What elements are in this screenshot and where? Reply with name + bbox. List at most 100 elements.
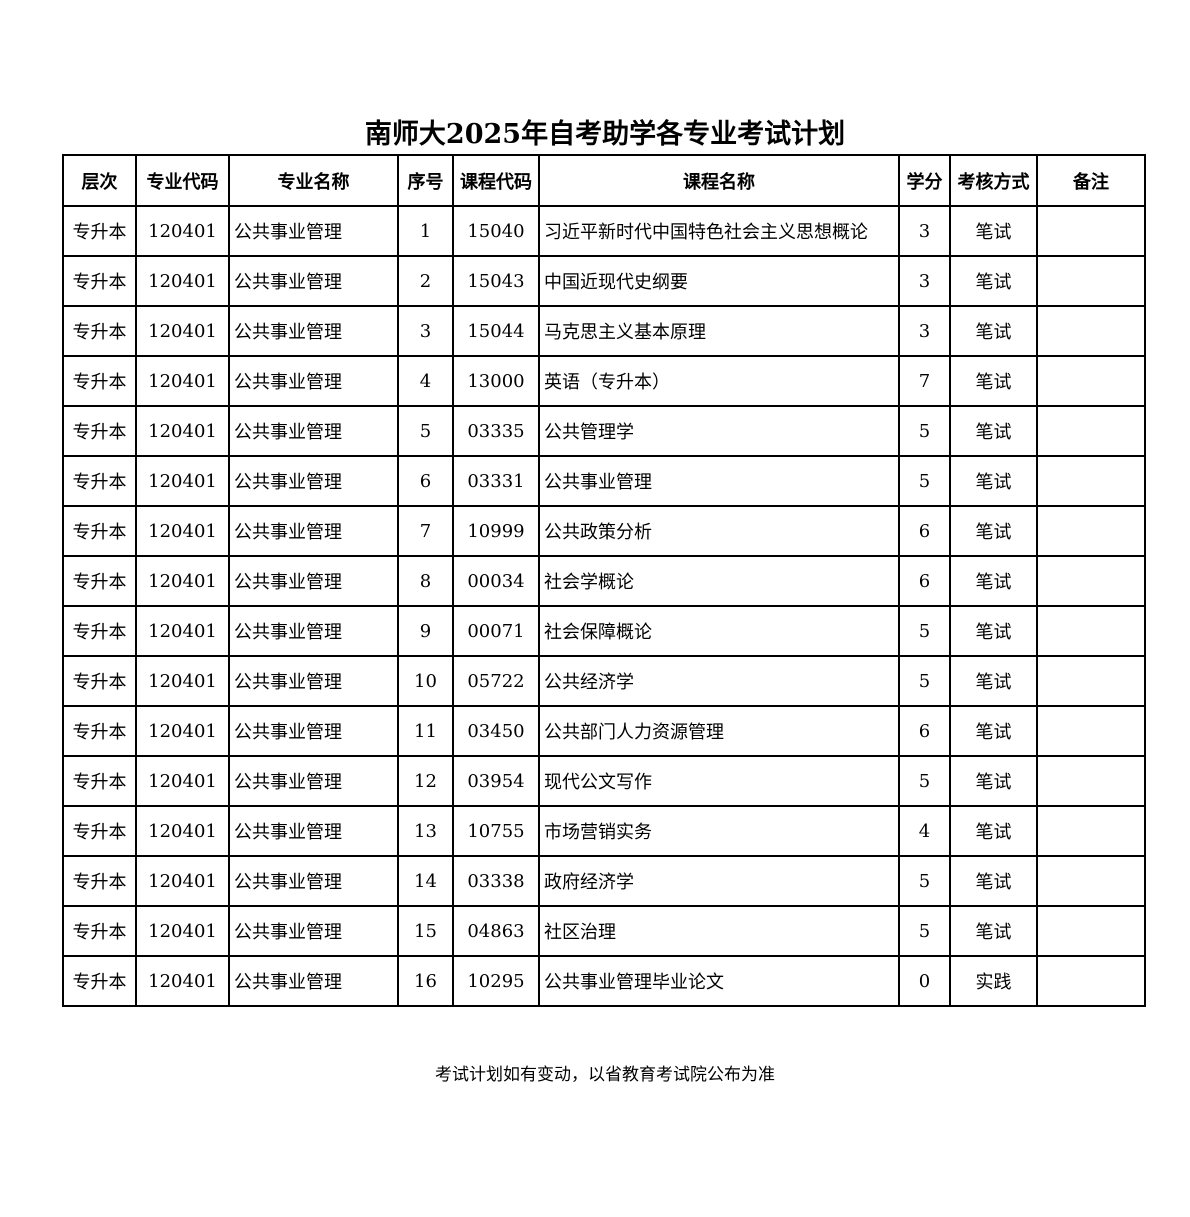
table-row: 专升本 120401 公共事业管理 6 03331 公共事业管理 5 笔试 [62, 455, 1146, 507]
cell-course-name: 马克思主义基本原理 [538, 305, 900, 357]
cell-level: 专升本 [62, 955, 137, 1007]
table-row: 专升本 120401 公共事业管理 16 10295 公共事业管理毕业论文 0 实践 [62, 955, 1146, 1007]
cell-course-name: 社会保障概论 [538, 605, 900, 657]
cell-exam-method: 笔试 [949, 505, 1038, 557]
cell-major-name: 公共事业管理 [228, 555, 399, 607]
cell-level: 专升本 [62, 705, 137, 757]
column-header-level: 层次 [62, 154, 137, 207]
cell-major-code: 120401 [135, 555, 230, 607]
cell-seq: 8 [397, 555, 454, 607]
cell-credits: 3 [898, 255, 951, 307]
cell-remarks [1036, 855, 1146, 907]
header-row: 层次 专业代码 专业名称 序号 课程代码 课程名称 学分 考核方式 备注 [62, 154, 1146, 207]
cell-remarks [1036, 755, 1146, 807]
cell-level: 专升本 [62, 255, 137, 307]
cell-course-code: 03331 [452, 455, 540, 507]
cell-major-name: 公共事业管理 [228, 605, 399, 657]
cell-major-name: 公共事业管理 [228, 405, 399, 457]
table-row: 专升本 120401 公共事业管理 7 10999 公共政策分析 6 笔试 [62, 505, 1146, 557]
cell-seq: 9 [397, 605, 454, 657]
cell-exam-method: 笔试 [949, 905, 1038, 957]
cell-exam-method: 笔试 [949, 855, 1038, 907]
cell-credits: 5 [898, 755, 951, 807]
cell-level: 专升本 [62, 905, 137, 957]
cell-seq: 16 [397, 955, 454, 1007]
cell-seq: 14 [397, 855, 454, 907]
cell-seq: 3 [397, 305, 454, 357]
cell-level: 专升本 [62, 305, 137, 357]
cell-major-name: 公共事业管理 [228, 305, 399, 357]
table-row: 专升本 120401 公共事业管理 1 15040 习近平新时代中国特色社会主义思想概论 3… [62, 205, 1146, 257]
cell-credits: 6 [898, 505, 951, 557]
cell-major-code: 120401 [135, 405, 230, 457]
column-header-major-name: 专业名称 [228, 154, 399, 207]
cell-exam-method: 笔试 [949, 405, 1038, 457]
cell-remarks [1036, 905, 1146, 957]
cell-seq: 13 [397, 805, 454, 857]
cell-credits: 5 [898, 655, 951, 707]
cell-exam-method: 实践 [949, 955, 1038, 1007]
cell-level: 专升本 [62, 505, 137, 557]
cell-exam-method: 笔试 [949, 755, 1038, 807]
column-header-remarks: 备注 [1036, 154, 1146, 207]
column-header-major-code: 专业代码 [135, 154, 230, 207]
table-row: 专升本 120401 公共事业管理 11 03450 公共部门人力资源管理 6 笔试 [62, 705, 1146, 757]
cell-course-code: 03954 [452, 755, 540, 807]
cell-course-name: 公共管理学 [538, 405, 900, 457]
document-title: 南师大2025年自考助学各专业考试计划 [364, 119, 846, 150]
cell-major-name: 公共事业管理 [228, 855, 399, 907]
cell-exam-method: 笔试 [949, 355, 1038, 407]
cell-exam-method: 笔试 [949, 205, 1038, 257]
cell-remarks [1036, 955, 1146, 1007]
cell-level: 专升本 [62, 605, 137, 657]
cell-course-code: 10755 [452, 805, 540, 857]
cell-major-name: 公共事业管理 [228, 905, 399, 957]
cell-major-name: 公共事业管理 [228, 355, 399, 407]
table-row: 专升本 120401 公共事业管理 14 03338 政府经济学 5 笔试 [62, 855, 1146, 907]
cell-major-code: 120401 [135, 755, 230, 807]
cell-course-code: 10999 [452, 505, 540, 557]
cell-major-code: 120401 [135, 355, 230, 407]
cell-major-name: 公共事业管理 [228, 255, 399, 307]
table-row: 专升本 120401 公共事业管理 4 13000 英语（专升本） 7 笔试 [62, 355, 1146, 407]
cell-exam-method: 笔试 [949, 805, 1038, 857]
cell-course-code: 00034 [452, 555, 540, 607]
cell-course-name: 政府经济学 [538, 855, 900, 907]
cell-course-name: 市场营销实务 [538, 805, 900, 857]
cell-credits: 3 [898, 305, 951, 357]
cell-course-name: 公共事业管理毕业论文 [538, 955, 900, 1007]
cell-level: 专升本 [62, 455, 137, 507]
cell-credits: 3 [898, 205, 951, 257]
column-header-course-code: 课程代码 [452, 154, 540, 207]
cell-exam-method: 笔试 [949, 255, 1038, 307]
cell-remarks [1036, 605, 1146, 657]
table-row: 专升本 120401 公共事业管理 8 00034 社会学概论 6 笔试 [62, 555, 1146, 607]
cell-course-code: 10295 [452, 955, 540, 1007]
cell-credits: 5 [898, 905, 951, 957]
cell-course-code: 13000 [452, 355, 540, 407]
cell-remarks [1036, 305, 1146, 357]
cell-major-code: 120401 [135, 605, 230, 657]
cell-seq: 7 [397, 505, 454, 557]
cell-remarks [1036, 255, 1146, 307]
cell-course-code: 15044 [452, 305, 540, 357]
cell-seq: 4 [397, 355, 454, 407]
cell-credits: 6 [898, 555, 951, 607]
cell-course-name: 公共经济学 [538, 655, 900, 707]
cell-course-name: 公共事业管理 [538, 455, 900, 507]
table-row: 专升本 120401 公共事业管理 10 05722 公共经济学 5 笔试 [62, 655, 1146, 707]
cell-exam-method: 笔试 [949, 655, 1038, 707]
cell-seq: 12 [397, 755, 454, 807]
cell-exam-method: 笔试 [949, 605, 1038, 657]
cell-course-code: 00071 [452, 605, 540, 657]
cell-major-name: 公共事业管理 [228, 505, 399, 557]
cell-course-code: 03450 [452, 705, 540, 757]
cell-seq: 1 [397, 205, 454, 257]
cell-remarks [1036, 205, 1146, 257]
table-row: 专升本 120401 公共事业管理 15 04863 社区治理 5 笔试 [62, 905, 1146, 957]
cell-remarks [1036, 355, 1146, 407]
cell-level: 专升本 [62, 805, 137, 857]
cell-level: 专升本 [62, 405, 137, 457]
column-header-credits: 学分 [898, 154, 951, 207]
cell-credits: 5 [898, 405, 951, 457]
